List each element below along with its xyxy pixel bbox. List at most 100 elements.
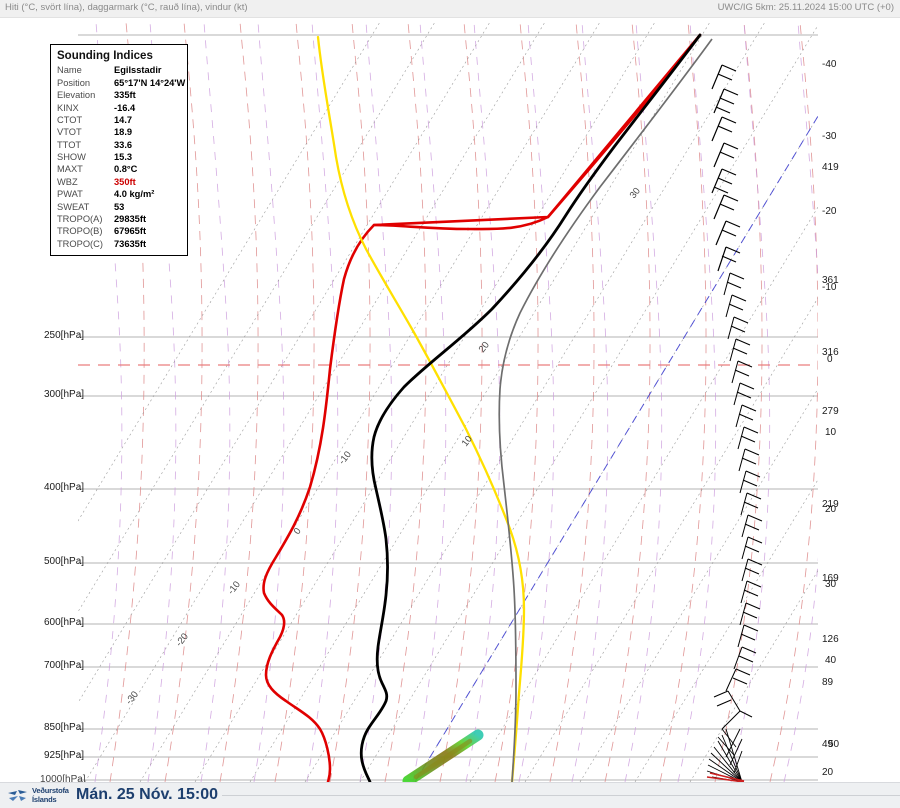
logo-line-1: Veðurstofa	[32, 786, 69, 795]
table-row: SHOW 15.3	[57, 152, 185, 164]
right-alt-label-126: 126	[822, 634, 839, 645]
cape-positive-area	[402, 729, 484, 782]
dewpoint-curve	[262, 33, 702, 782]
table-row: SWEAT 53	[57, 201, 185, 213]
index-value: 0.8°C	[114, 164, 138, 175]
wind-barb-cluster-red	[706, 772, 745, 782]
right-alt-label-219: 219	[822, 499, 839, 510]
plot-background	[78, 22, 818, 782]
index-key: Position	[57, 77, 91, 88]
index-value: 15.3	[114, 152, 133, 163]
isotherm-label-0b: 0	[292, 526, 304, 537]
index-value: 29835ft	[114, 213, 147, 224]
right-temp-label-50: 50	[828, 739, 840, 750]
table-row: TROPO(A) 29835ft	[57, 214, 185, 226]
temperature-curve	[359, 33, 702, 782]
sounding-indices-title: Sounding Indices	[57, 50, 153, 62]
right-temp-label--30: -30	[822, 131, 837, 142]
table-row: PWAT 4.0 kg/m²	[57, 189, 185, 201]
index-key: SHOW	[57, 152, 86, 163]
index-value: 73635ft	[114, 238, 147, 249]
wetbulb-curve	[316, 35, 526, 782]
index-key: SWEAT	[57, 201, 90, 212]
table-row: TROPO(B) 67965ft	[57, 226, 185, 238]
index-key: MAXT	[57, 164, 83, 175]
pressure-label-300: 300[hPa]	[44, 389, 85, 400]
right-temp-label--40: -40	[822, 59, 837, 70]
index-key: Name	[57, 65, 82, 76]
index-key: CTOT	[57, 114, 83, 125]
wind-barb	[711, 116, 737, 142]
index-value-wbz: 350ft	[114, 176, 136, 187]
index-key: TROPO(B)	[57, 226, 103, 237]
right-alt-label-169: 169	[822, 573, 839, 584]
table-row: MAXT 0.8°C	[57, 164, 185, 176]
right-temp-label--20: -20	[822, 206, 837, 217]
logo-line-2: Íslands	[32, 794, 57, 804]
wind-barb-column[interactable]	[706, 64, 763, 782]
pressure-label-400: 400[hPa]	[44, 482, 85, 493]
pressure-label-850: 850[hPa]	[44, 722, 85, 733]
sounding-indices-table: Name Egilsstadir Position 65°17'N 14°24'W …	[57, 65, 185, 251]
index-value: Egilsstadir	[114, 65, 162, 76]
table-row: WBZ 350ft	[57, 176, 185, 188]
wind-barb	[713, 194, 739, 220]
index-value: 4.0 kg/m²	[114, 189, 155, 200]
right-alt-label-316: 316	[822, 347, 839, 358]
index-key: KINX	[57, 102, 79, 113]
pressure-label-925: 925[hPa]	[44, 750, 85, 761]
index-key: VTOT	[57, 127, 82, 138]
pressure-label-600: 600[hPa]	[44, 617, 85, 628]
index-value: 18.9	[114, 127, 133, 138]
right-temp-label-40: 40	[825, 655, 837, 666]
sounding-indices-panel: Sounding Indices Name Egilsstadir Positio…	[50, 44, 188, 256]
skewt-svg: -20 -30 -10 -10 0 20 10 30	[78, 22, 818, 782]
isotherm-lines	[78, 22, 818, 782]
index-key: WBZ	[57, 176, 78, 187]
index-value: 65°17'N 14°24'W	[114, 77, 186, 88]
header-bar: Hiti (°C, svört lína), daggarmark (°C, r…	[0, 0, 900, 18]
index-key: PWAT	[57, 189, 83, 200]
dewpoint-curve-upper	[466, 33, 702, 231]
index-value: 53	[114, 201, 125, 212]
right-temp-label--10: -10	[822, 282, 837, 293]
right-alt-label-89: 89	[822, 677, 834, 688]
right-temp-label-0: 0	[827, 354, 833, 365]
logo-mark-icon	[8, 790, 27, 801]
table-row: Name Egilsstadir	[57, 65, 185, 77]
index-key: TROPO(A)	[57, 213, 103, 224]
index-key: TTOT	[57, 139, 82, 150]
vedurstofa-logo: Veðurstofa Íslands	[6, 786, 74, 806]
header-model-timestamp: UWC/IG 5km: 25.11.2024 15:00 UTC (+0)	[717, 2, 894, 13]
index-value: -16.4	[114, 102, 136, 113]
logo-text: Veðurstofa Íslands	[32, 786, 69, 804]
right-temp-label-10: 10	[825, 427, 837, 438]
wind-barb	[715, 220, 741, 246]
table-row: Position 65°17'N 14°24'W	[57, 77, 185, 89]
wind-barb	[713, 142, 739, 168]
table-row: Elevation 335ft	[57, 90, 185, 102]
table-row: CTOT 14.7	[57, 115, 185, 127]
wind-barb-dense	[713, 272, 763, 730]
index-value: 67965ft	[114, 226, 147, 237]
right-alt-label-20: 20	[822, 767, 834, 778]
skewt-plot-area[interactable]: -20 -30 -10 -10 0 20 10 30	[0, 17, 900, 782]
wind-barb	[713, 88, 739, 114]
right-alt-label-279: 279	[822, 406, 839, 417]
right-temp-label-20: 20	[825, 504, 837, 515]
pressure-label-250: 250[hPa]	[44, 330, 85, 341]
pressure-label-1000: 1000[hPa]	[40, 774, 86, 782]
table-row: TTOT 33.6	[57, 139, 185, 151]
pressure-label-500: 500[hPa]	[44, 556, 85, 567]
table-row: KINX -16.4	[57, 102, 185, 114]
wind-barb	[717, 246, 741, 272]
right-alt-label-419: 419	[822, 162, 839, 173]
dewpoint-curve-mid	[372, 223, 470, 231]
parcel-trajectory	[498, 38, 713, 782]
index-value: 14.7	[114, 114, 133, 125]
index-key: TROPO(C)	[57, 238, 103, 249]
wind-barb	[711, 168, 737, 194]
footer-date-label: Mán. 25 Nóv. 15:00	[76, 786, 218, 803]
table-row: TROPO(C) 73635ft	[57, 238, 185, 250]
